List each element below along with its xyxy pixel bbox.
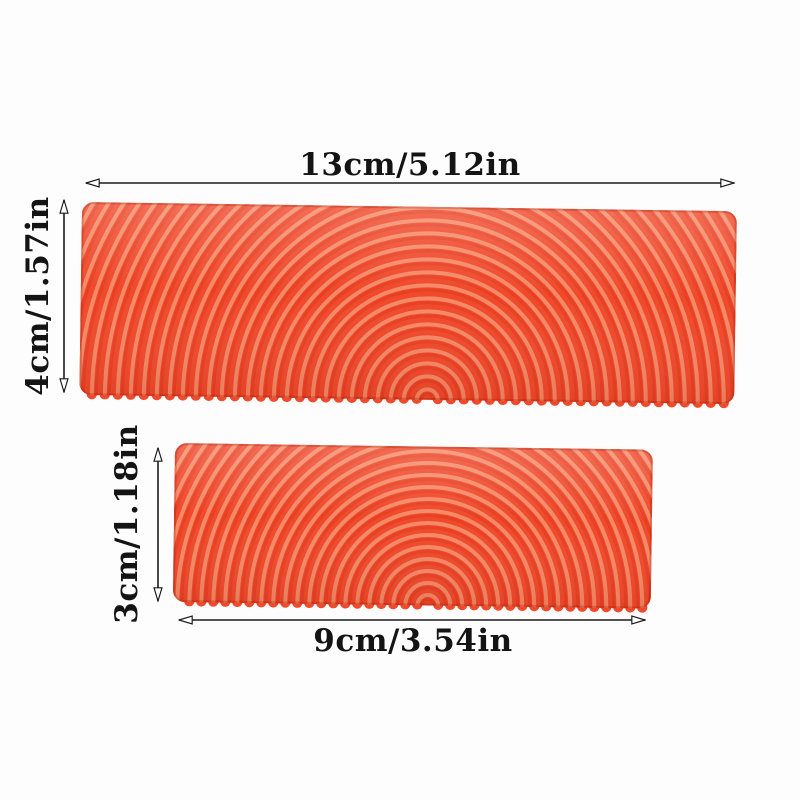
dimension-label-small-height: 3cm/1.18in xyxy=(109,424,145,624)
small-wood-grain-pad-image xyxy=(172,443,653,613)
dimension-label-top-width: 13cm/5.12in xyxy=(299,147,521,183)
dimension-label-large-height: 4cm/1.57in xyxy=(20,196,56,396)
large-wood-grain-pad-image xyxy=(79,202,737,409)
dimension-label-bottom-width: 9cm/3.54in xyxy=(313,623,513,659)
